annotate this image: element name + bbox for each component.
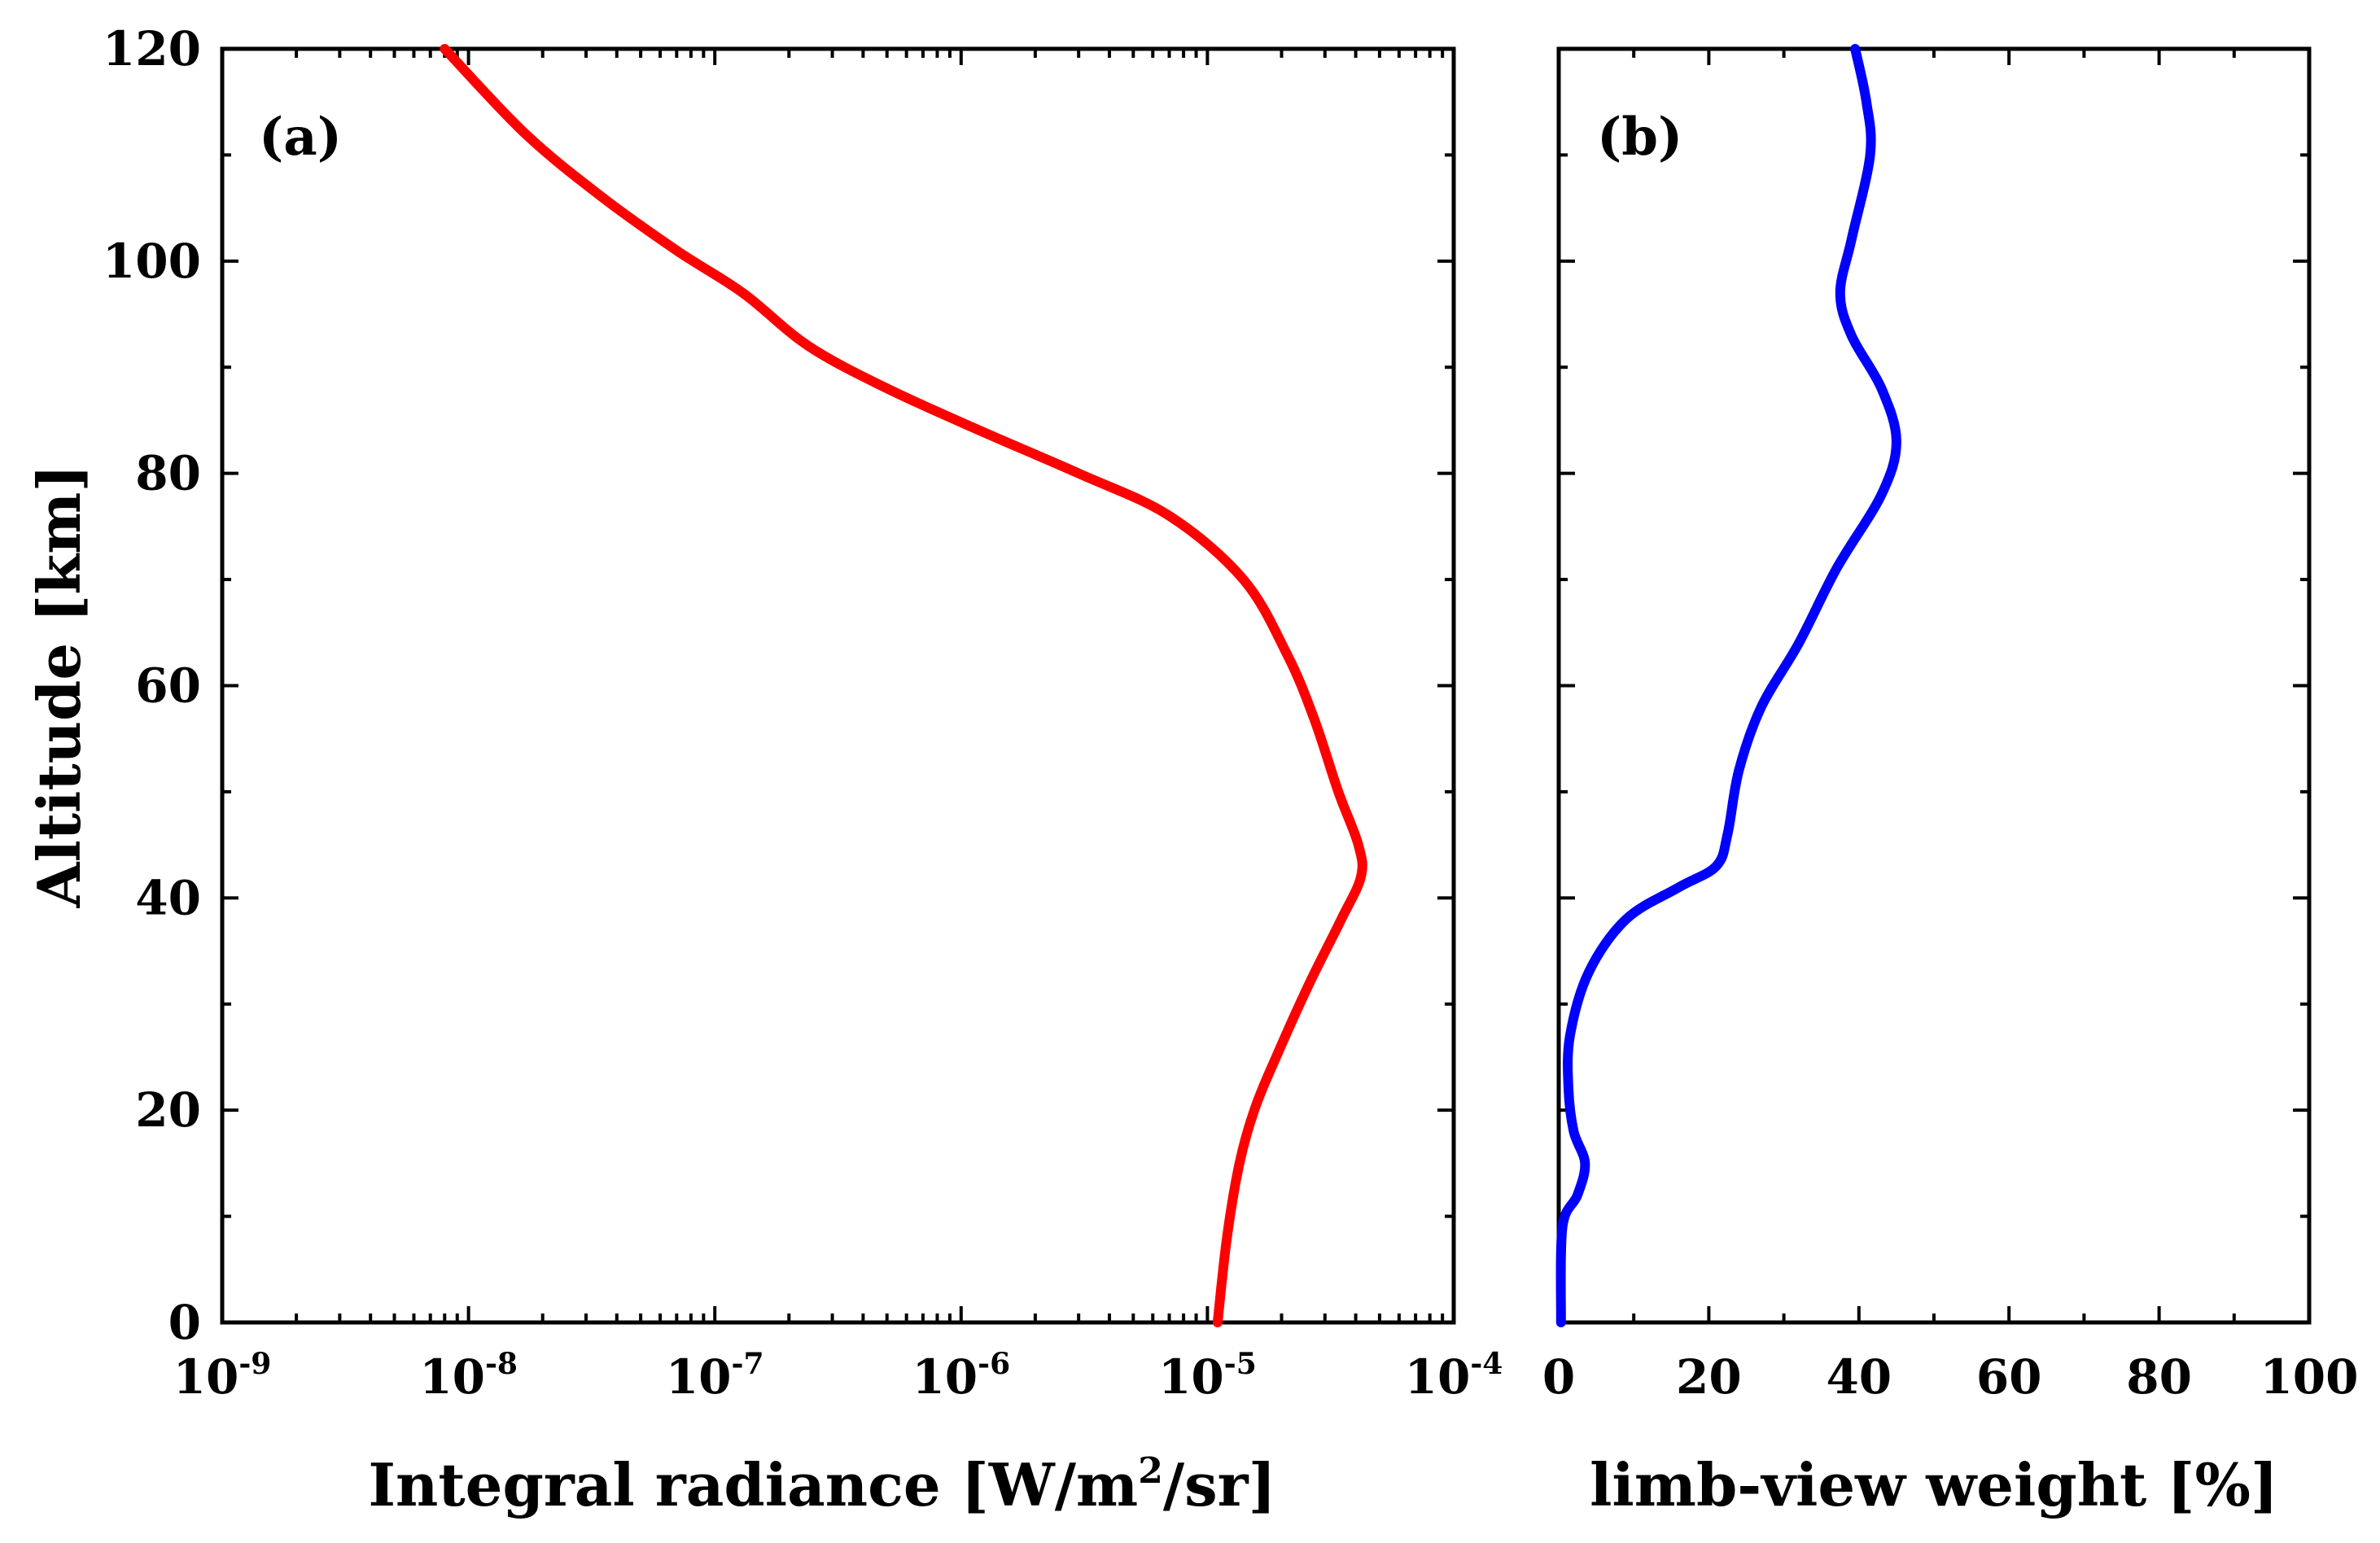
y-tick-label: 60 [135, 658, 201, 714]
panel-a-label: (a) [259, 107, 342, 168]
weight-line [1555, 44, 1901, 1327]
panel-a: 10-9 10-8 10-7 10-6 10-5 10-4020406080100120 … [24, 21, 1503, 1519]
x-tick-label: 10-6 [912, 1347, 1010, 1405]
panel-a-y-axis-title: Altitude [km] [24, 465, 94, 909]
x-tick-label: 0 [1542, 1349, 1575, 1405]
panel-b-curve [1555, 44, 1901, 1327]
panel-b-tick-labels: 0 20 40 60 80 100 [1542, 1349, 2359, 1405]
panel-b-ticks [1557, 47, 2311, 1324]
y-tick-label: 0 [168, 1295, 201, 1350]
panel-b-x-axis-title: limb-view weight [%] [1590, 1450, 2278, 1519]
x-tick-label: 60 [1976, 1349, 2042, 1405]
panel-a-curve [440, 44, 1367, 1327]
y-tick-label: 20 [135, 1082, 201, 1138]
y-tick-label: 100 [103, 234, 201, 289]
radiance-line [440, 44, 1367, 1327]
x-tick-label: 10-5 [1158, 1347, 1257, 1405]
y-tick-label: 40 [135, 870, 201, 925]
x-tick-label: 10-4 [1405, 1347, 1503, 1405]
panel-a-tick-labels: 10-9 10-8 10-7 10-6 10-5 10-4 0 20 40 60 80 100 120 [103, 21, 1503, 1405]
panel-a-x-axis-title: Integral radiance [W/m2/sr] [368, 1450, 1275, 1519]
x-tick-label: 100 [2260, 1349, 2358, 1405]
panel-b-label: (b) [1597, 107, 1682, 168]
panel-b: 0 20 40 60 80 100 (b) limb-view weight [%] [1542, 44, 2359, 1519]
x-tick-label: 20 [1676, 1349, 1742, 1405]
panel-a-ticks [221, 47, 1455, 1324]
panel-a-frame [220, 46, 1456, 1325]
y-tick-label: 80 [135, 446, 201, 501]
x-tick-label: 40 [1826, 1349, 1892, 1405]
y-tick-label: 120 [103, 21, 201, 76]
x-tick-label: 80 [2126, 1349, 2192, 1405]
x-tick-label: 10-9 [173, 1347, 272, 1405]
x-tick-label: 10-8 [419, 1347, 518, 1405]
x-tick-label: 10-7 [666, 1347, 764, 1405]
panel-b-frame [1556, 46, 2312, 1325]
